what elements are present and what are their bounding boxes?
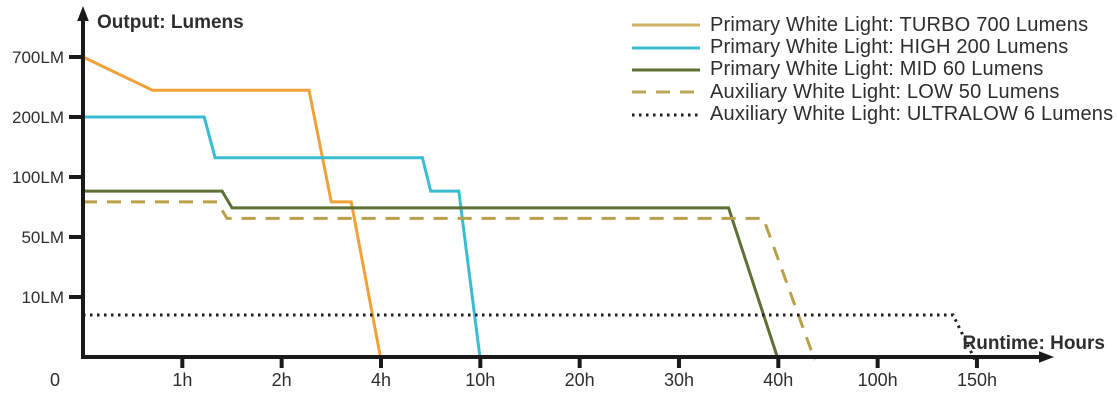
legend-label: Auxiliary White Light: ULTRALOW 6 Lumens (710, 103, 1114, 126)
x-tick-label: 100h (858, 370, 898, 390)
series-line-1 (83, 115, 482, 361)
legend-swatch-solid-line-icon (632, 46, 700, 50)
x-axis-ticks: 1h 2h 4h 10h 20h 30h 40h 100h 150h (172, 357, 997, 390)
legend-label: Primary White Light: HIGH 200 Lumens (710, 36, 1069, 59)
legend-swatch-dotted-line-icon (632, 113, 700, 117)
legend-item: Primary White Light: TURBO 700 Lumens (631, 14, 1113, 36)
series-lines (82, 55, 977, 361)
legend-label: Primary White Light: MID 60 Lumens (710, 58, 1044, 81)
series-line-0 (82, 55, 383, 361)
y-axis-title: Output: Lumens (97, 12, 244, 33)
x-axis-arrow-icon (1039, 351, 1054, 363)
legend-label: Auxiliary White Light: LOW 50 Lumens (710, 80, 1060, 103)
series-line-4 (83, 313, 977, 361)
y-tick-label: 700LM (12, 48, 64, 67)
x-tick-label: 30h (664, 370, 694, 390)
legend-swatch-solid-line-icon (632, 68, 700, 72)
y-axis-arrow-icon (77, 6, 89, 21)
x-tick-label: 20h (565, 370, 595, 390)
x-tick-label: 2h (272, 370, 292, 390)
x-tick-label: 40h (763, 370, 793, 390)
x-tick-label: 4h (371, 370, 391, 390)
legend-item: Primary White Light: MID 60 Lumens (631, 58, 1113, 81)
x-tick-label: 1h (172, 370, 192, 390)
legend-swatch-solid-line-icon (632, 23, 700, 27)
series-line-3 (83, 200, 817, 361)
y-tick-label: 10LM (21, 288, 64, 307)
x-tick-label: 150h (957, 370, 997, 390)
series-line-2 (83, 189, 780, 361)
legend-swatch-dashed-line-icon (632, 90, 700, 94)
x-axis-title: Runtime: Hours (963, 333, 1106, 354)
x-tick-label: 10h (465, 370, 495, 390)
y-tick-label: 100LM (12, 168, 64, 187)
legend-item: Auxiliary White Light: ULTRALOW 6 Lumens (631, 103, 1114, 126)
axes (77, 6, 1054, 363)
legend: Primary White Light: TURBO 700 Lumens Pri… (631, 14, 1113, 126)
origin-label: 0 (50, 370, 60, 390)
legend-item: Primary White Light: HIGH 200 Lumens (631, 36, 1113, 58)
y-tick-label: 200LM (12, 108, 64, 127)
legend-item: Auxiliary White Light: LOW 50 Lumens (631, 81, 1113, 103)
y-tick-label: 50LM (21, 228, 64, 247)
legend-label: Primary White Light: TURBO 700 Lumens (710, 13, 1089, 36)
y-axis-ticks: 10LM 50LM 100LM 200LM 700LM (12, 48, 83, 307)
